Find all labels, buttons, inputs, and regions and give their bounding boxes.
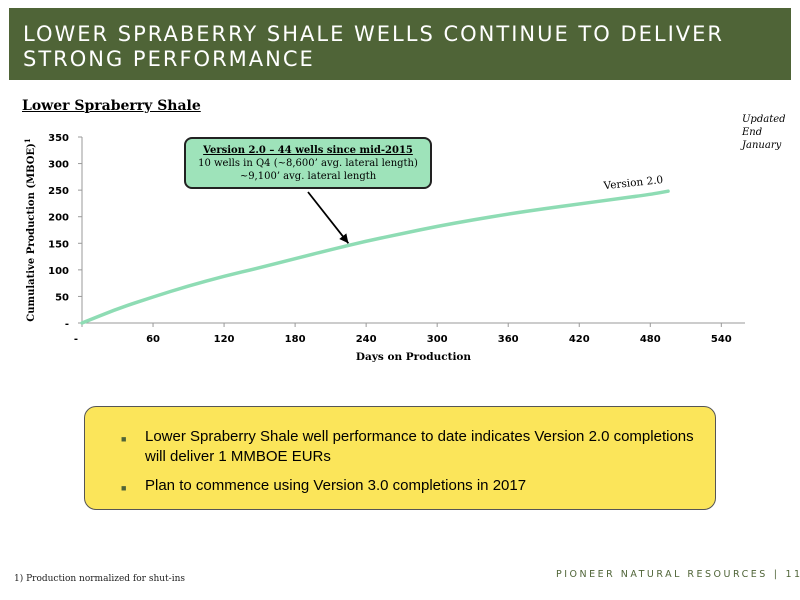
footer: PIONEER NATURAL RESOURCES | 11 bbox=[556, 569, 800, 580]
footer-separator: | bbox=[773, 569, 780, 580]
y-tick-label: 350 bbox=[48, 133, 69, 144]
bullet-square-icon: ■ bbox=[121, 434, 127, 444]
page-number: 11 bbox=[785, 569, 800, 580]
y-tick-label: 200 bbox=[48, 213, 69, 224]
takeaway-bullet: ■ Plan to commence using Version 3.0 com… bbox=[121, 476, 695, 496]
x-tick-label: 420 bbox=[569, 334, 590, 345]
y-tick-label: - bbox=[65, 319, 69, 330]
x-axis-label: Days on Production bbox=[356, 351, 472, 363]
takeaway-box: ■ Lower Spraberry Shale well performance… bbox=[84, 406, 716, 510]
y-tick-label: 250 bbox=[48, 186, 69, 197]
production-chart: - 50 100 150 200 250 300 350 - 60 120 180 240 300 360 4… bbox=[23, 133, 745, 363]
updated-note-line2: End bbox=[742, 127, 763, 138]
annotation-arrowhead-icon bbox=[339, 233, 349, 244]
annotation-line-1: 10 wells in Q4 (~8,600’ avg. lateral len… bbox=[198, 158, 418, 169]
takeaway-text: Lower Spraberry Shale well performance t… bbox=[145, 428, 694, 465]
footnote: 1) Production normalized for shut-ins bbox=[14, 574, 185, 584]
takeaway-bullet: ■ Lower Spraberry Shale well performance… bbox=[121, 427, 695, 467]
updated-note: Updated End January bbox=[742, 113, 797, 152]
annotation-callout: Version 2.0 – 44 wells since mid-2015 10… bbox=[184, 137, 432, 189]
slide-title: LOWER SPRABERRY SHALE WELLS CONTINUE TO … bbox=[23, 22, 725, 71]
x-tick-label: 180 bbox=[285, 334, 306, 345]
y-tick-label: 100 bbox=[48, 266, 69, 277]
x-tick-label: - bbox=[74, 334, 78, 345]
bullet-square-icon: ■ bbox=[121, 483, 127, 493]
updated-note-line3: January bbox=[742, 140, 782, 151]
annotation-title: Version 2.0 – 44 wells since mid-2015 bbox=[203, 145, 413, 156]
x-tick-label: 480 bbox=[640, 334, 661, 345]
x-tick-label: 120 bbox=[214, 334, 235, 345]
x-tick-label: 360 bbox=[498, 334, 519, 345]
updated-note-line1: Updated bbox=[742, 114, 786, 125]
x-tick-label: 60 bbox=[146, 334, 160, 345]
x-tick-label: 300 bbox=[427, 334, 448, 345]
series-label-version-2: Version 2.0 bbox=[602, 174, 664, 192]
y-tick-label: 50 bbox=[55, 292, 69, 303]
y-axis-label-footnote-marker: 1 bbox=[23, 138, 32, 143]
x-tick-label: 540 bbox=[711, 334, 732, 345]
y-tick-label: 300 bbox=[48, 160, 69, 171]
chart-title: Lower Spraberry Shale bbox=[22, 98, 201, 114]
slide-header: LOWER SPRABERRY SHALE WELLS CONTINUE TO … bbox=[9, 8, 791, 80]
series-line-version-2 bbox=[80, 189, 670, 325]
takeaway-text: Plan to commence using Version 3.0 compl… bbox=[145, 477, 527, 494]
x-tick-label: 240 bbox=[356, 334, 377, 345]
company-name: PIONEER NATURAL RESOURCES bbox=[556, 569, 768, 580]
y-axis-label: Cumulative Production (MBOE)1 bbox=[23, 138, 37, 322]
annotation-arrow-line bbox=[307, 191, 350, 244]
annotation-line-2: ~9,100’ avg. lateral length bbox=[239, 171, 377, 182]
y-tick-label: 150 bbox=[48, 239, 69, 250]
